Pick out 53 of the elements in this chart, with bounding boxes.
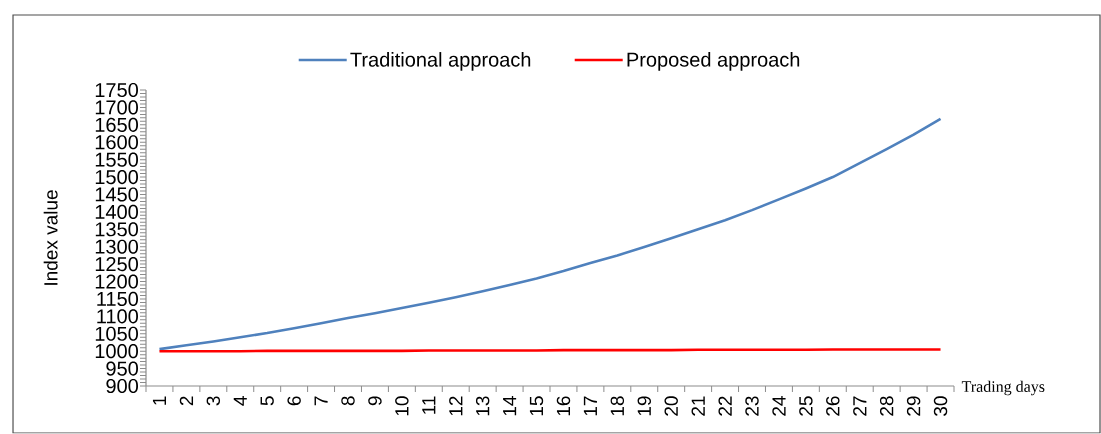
x-tick-label: 2 [179,396,194,406]
y-tick-label: 1650 [95,117,138,132]
x-tick-label: 3 [206,396,221,406]
x-tick-label: 12 [449,396,463,416]
x-tick-label: 9 [368,396,382,406]
x-tick-label: 13 [475,396,490,416]
y-axis-title: Index value [43,190,58,285]
legend-label: Traditional approach [350,52,531,71]
x-tick-label: 7 [314,396,328,406]
x-tick-label: 14 [503,396,517,416]
y-tick-label: 1050 [95,326,138,341]
y-tick-label: 1400 [95,204,138,219]
x-tick-label: 28 [879,396,894,416]
line-series [158,117,942,351]
y-tick-label: 1100 [97,309,139,324]
x-tick-label: 30 [933,396,948,416]
y-tick-label: 1550 [95,152,138,167]
y-tick-label: 1300 [95,239,138,254]
y-tick-label: 1000 [95,344,138,359]
x-tick-label: 21 [691,396,705,416]
y-tick-label: 950 [106,361,139,376]
x-tick-label: 25 [799,396,813,416]
x-tick-label: 29 [906,396,921,416]
x-tick-label: 19 [637,396,651,416]
y-tick-label: 1750 [95,82,138,98]
y-tick-label: 1500 [95,169,138,185]
x-tick-label: 22 [718,396,732,416]
x-tick-label: 4 [233,396,247,406]
x-tick-label: 6 [287,396,301,406]
y-tick-label: 1700 [95,100,138,115]
x-tick-label: 18 [610,396,625,416]
x-tick-label: 16 [556,396,571,416]
x-axis-title: Trading days [961,380,1045,396]
y-tick-label: 1150 [97,291,139,307]
y-tick-label: 1450 [95,187,138,202]
legend-label: Proposed approach [627,52,800,71]
x-tick-label: 17 [583,396,597,416]
x-tick-label: 11 [422,396,436,414]
y-tick-label: 1350 [95,222,138,237]
x-tick-label: 20 [664,396,678,416]
x-tick-label: 24 [772,396,786,416]
x-tick-label: 1 [152,396,166,405]
y-tick-label: 1200 [95,274,138,289]
x-tick-label: 27 [853,396,867,416]
y-tick-label: 1600 [95,135,138,150]
x-tick-label: 8 [341,396,355,406]
y-tick-label: 1250 [95,257,138,272]
x-tick-label: 26 [826,396,840,416]
x-tick-label: 15 [529,396,544,416]
x-tick-label: 5 [260,396,274,406]
x-tick-label: 10 [395,396,409,416]
x-tick-label: 23 [745,396,759,416]
y-tick-label: 900 [106,378,139,394]
